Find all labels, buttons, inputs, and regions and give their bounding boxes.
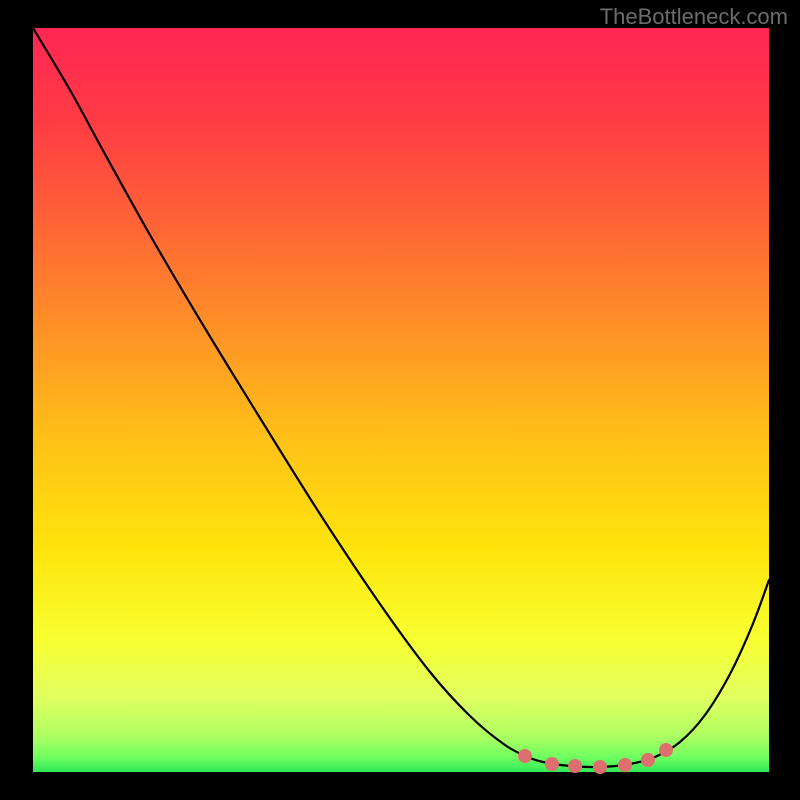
gradient-plot-area xyxy=(33,28,769,772)
chart-stage: TheBottleneck.com xyxy=(0,0,800,800)
watermark-text: TheBottleneck.com xyxy=(600,4,788,30)
